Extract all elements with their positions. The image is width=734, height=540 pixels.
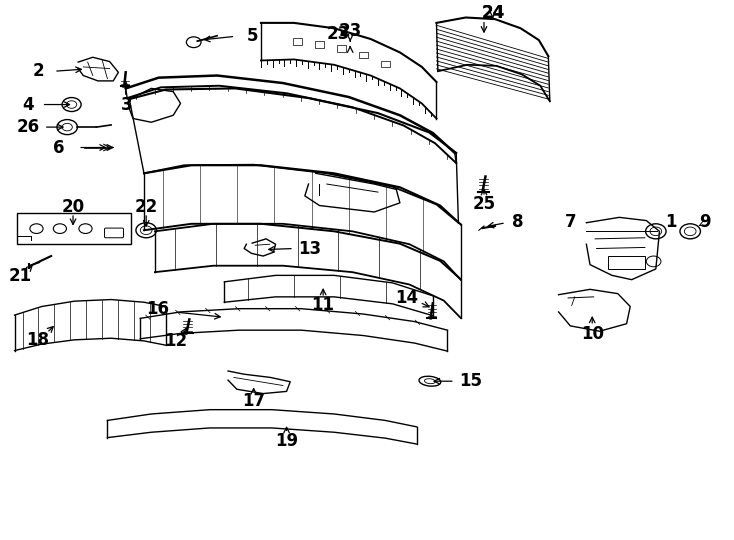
Text: 24: 24	[482, 4, 504, 22]
Text: 11: 11	[312, 296, 335, 314]
Text: 8: 8	[512, 213, 523, 231]
Text: 18: 18	[26, 331, 49, 349]
Text: 21: 21	[9, 267, 32, 286]
Text: 22: 22	[134, 198, 158, 215]
Text: 3: 3	[121, 96, 133, 113]
Text: 12: 12	[164, 333, 187, 350]
Text: 23: 23	[338, 23, 362, 40]
Text: 14: 14	[396, 289, 419, 307]
Text: 13: 13	[299, 240, 321, 258]
Text: 19: 19	[275, 432, 298, 450]
Bar	[608, 256, 645, 269]
Text: 25: 25	[473, 195, 495, 213]
Text: 7: 7	[564, 213, 576, 231]
Text: 15: 15	[459, 372, 482, 390]
Text: 2: 2	[32, 62, 44, 80]
Text: 24: 24	[482, 4, 504, 22]
Bar	[18, 213, 131, 244]
Bar	[293, 38, 302, 45]
Text: 26: 26	[16, 118, 40, 136]
Bar	[337, 45, 346, 52]
Text: 10: 10	[581, 326, 604, 343]
Text: 20: 20	[62, 198, 84, 215]
Bar	[315, 42, 324, 48]
Text: 9: 9	[699, 213, 711, 231]
Text: 16: 16	[146, 300, 170, 318]
Text: 4: 4	[22, 96, 34, 113]
Text: 17: 17	[242, 392, 265, 410]
Bar	[381, 60, 390, 67]
Bar	[359, 52, 368, 58]
Text: 6: 6	[53, 139, 64, 157]
Text: 5: 5	[247, 28, 258, 45]
Text: 1: 1	[666, 213, 677, 231]
Text: 23: 23	[326, 25, 349, 43]
